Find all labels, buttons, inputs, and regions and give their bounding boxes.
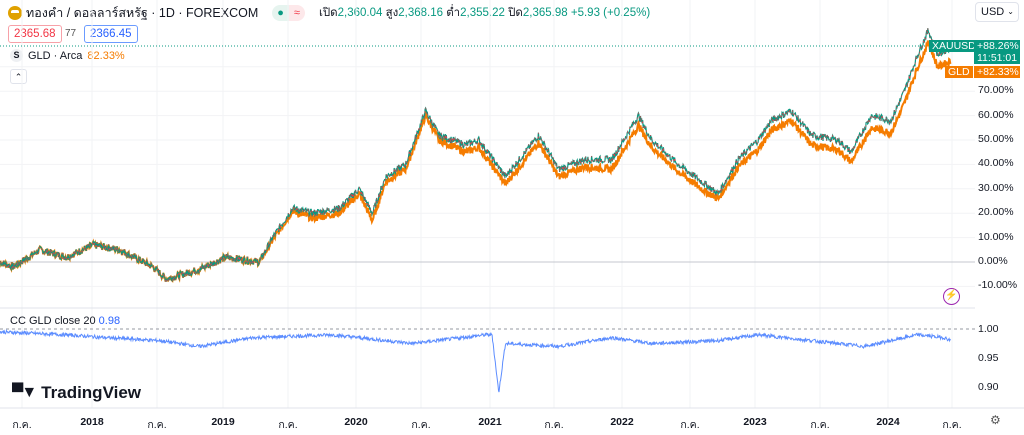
time-axis-label: 2023 — [743, 416, 767, 428]
symbol-title[interactable]: ทองคำ / ดอลลาร์สหรัฐ · 1D · FOREXCOM — [26, 6, 259, 20]
low-label: ต่ำ — [446, 7, 461, 19]
time-axis-label: 2021 — [478, 416, 502, 428]
time-axis-label: 2022 — [610, 416, 634, 428]
time-axis-label: ก.ค. — [12, 419, 32, 431]
gld-line — [0, 40, 952, 283]
time-axis-label: 2018 — [80, 416, 104, 428]
price-scale-label: 10.00% — [978, 230, 1014, 243]
price-scale-label: -10.00% — [978, 279, 1018, 292]
indicator-legend[interactable]: CC GLD close 20 0.98 — [10, 315, 120, 327]
gld-symbol-tag: GLD — [945, 66, 973, 78]
xauusd-value-tag: +88.26% 11:51:01 — [974, 40, 1020, 64]
chevron-down-icon: ⌄ — [1007, 7, 1014, 16]
alert-lightning-icon[interactable]: ⚡ — [943, 288, 960, 305]
price-scale-label: 20.00% — [978, 206, 1014, 219]
compare-value: 82.33% — [87, 49, 125, 62]
gold-symbol-icon — [8, 6, 22, 20]
cc-line — [0, 328, 951, 393]
delayed-data-icon[interactable]: ≈ — [288, 5, 305, 21]
cc-scale-label: 0.90 — [978, 381, 999, 393]
sell-button[interactable]: 2365.68 — [8, 25, 62, 43]
xauusd-series — [0, 28, 952, 283]
grid — [0, 0, 975, 408]
bar-countdown: 11:51:01 — [977, 52, 1018, 64]
price-scale-label: 60.00% — [978, 108, 1014, 121]
brand-name: TradingView — [41, 383, 141, 402]
xauusd-down-candles — [0, 28, 951, 282]
xauusd-tag-value: +88.26% — [977, 40, 1019, 52]
time-axis-label: ก.ค. — [544, 419, 564, 431]
currency-select[interactable]: USD ⌄ — [975, 2, 1019, 22]
gld-tag-label: GLD — [948, 66, 970, 78]
open-label: เปิด — [318, 7, 338, 19]
low-value: 2,355.22 — [460, 7, 505, 19]
price-scale-label: 40.00% — [978, 157, 1014, 170]
change-value: +5.93 (+0.25%) — [570, 7, 651, 19]
compare-legend[interactable]: S GLD · Arca 82.33% — [10, 49, 125, 62]
tv-logo-icon: ▀▼ — [12, 384, 37, 401]
settings-gear-icon[interactable]: ⚙ — [990, 413, 1001, 427]
open-value: 2,360.04 — [337, 7, 383, 19]
cc-scale-label: 0.95 — [978, 352, 999, 364]
close-value: 2,365.98 — [522, 7, 568, 19]
xauusd-symbol-tag: XAUUSD — [929, 40, 979, 52]
time-axis-label: ก.ค. — [680, 419, 700, 431]
close-label: ปิด — [508, 7, 523, 19]
buy-button[interactable]: 2366.45 — [84, 25, 138, 43]
time-axis-label: ก.ค. — [147, 419, 167, 431]
indicator-label: CC GLD close 20 — [10, 315, 96, 327]
market-open-icon[interactable]: ● — [272, 5, 289, 21]
spread: 77 — [65, 28, 77, 39]
price-scale-label: 70.00% — [978, 84, 1014, 97]
xauusd-tag-label: XAUUSD — [932, 40, 976, 52]
indicator-value: 0.98 — [98, 315, 121, 327]
time-axis-label: ก.ค. — [942, 419, 962, 431]
price-series — [0, 28, 952, 393]
gld-value-tag: +82.33% — [974, 66, 1020, 78]
time-axis-label: 2019 — [211, 416, 235, 428]
stock-icon: S — [10, 49, 23, 62]
time-axis-label: ก.ค. — [278, 419, 298, 431]
tradingview-logo[interactable]: ▀▼ TradingView — [12, 383, 141, 403]
symbol-header: ทองคำ / ดอลลาร์สหรัฐ · 1D · FOREXCOM ● ≈… — [8, 4, 650, 22]
gld-tag-value: +82.33% — [977, 66, 1019, 78]
high-label: สูง — [385, 7, 399, 19]
time-axis-label: ก.ค. — [810, 419, 830, 431]
time-axis-label: 2024 — [876, 416, 900, 428]
price-scale-label: 30.00% — [978, 181, 1014, 194]
currency-label: USD — [981, 6, 1005, 18]
price-scale-label: 0.00% — [978, 255, 1008, 267]
compare-symbol: GLD · Arca — [28, 49, 83, 62]
time-axis-label: 2020 — [344, 416, 368, 428]
cc-scale-label: 1.00 — [978, 323, 999, 335]
time-axis-label: ก.ค. — [411, 419, 431, 431]
collapse-legend-button[interactable]: ⌃ — [10, 69, 27, 84]
status-badges[interactable]: ● ≈ — [272, 5, 305, 21]
price-scale-label: 50.00% — [978, 133, 1014, 145]
